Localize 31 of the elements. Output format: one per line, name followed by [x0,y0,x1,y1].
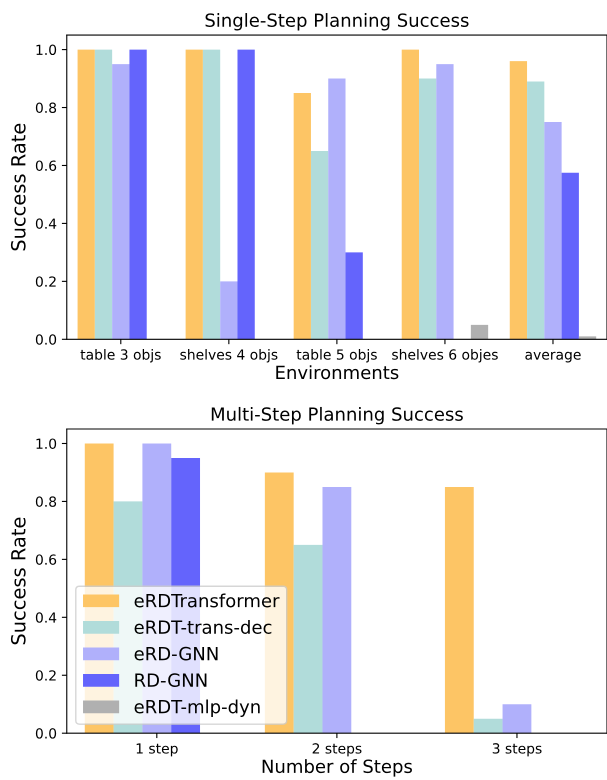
x-tick-label: shelves 6 objes [392,349,498,362]
x-tick-label: average [525,352,581,362]
x-tick-label: table 5 objs [296,349,377,362]
chart-title: Single-Step Planning Success [206,13,469,31]
x-axis-title: Number of Steps [262,759,412,777]
x-tick-label: 3 steps [492,743,542,756]
y-tick-label: 0.8 [36,496,56,507]
y-axis-title: Success Rate [10,518,26,644]
y-tick-label: 0.4 [36,218,56,229]
legend-label: eRDTransformer [134,593,280,608]
legend-label: eRD-GNN [134,646,218,660]
x-tick-label: 2 steps [312,743,362,756]
y-axis-title: Success Rate [10,124,26,250]
legend-label: eRDT-trans-dec [134,620,272,634]
x-tick-label: table 3 objs [80,349,161,362]
y-tick-label: 1.0 [36,44,56,56]
legend-label: eRDT-mlp-dyn [134,699,260,717]
y-tick-label: 0.0 [36,334,56,345]
x-tick-label: 1 step [136,743,178,756]
y-tick-label: 0.8 [36,102,56,114]
x-tick-label: shelves 4 objs [180,349,278,362]
y-tick-label: 0.6 [36,554,56,565]
y-tick-label: 0.4 [36,612,56,623]
y-tick-label: 0.2 [36,276,56,287]
y-tick-label: 0.0 [36,728,56,739]
legend-label: RD-GNN [135,673,206,687]
chart-title: Multi-Step Planning Success [212,406,463,424]
y-tick-label: 0.6 [36,160,56,171]
y-tick-label: 0.2 [36,670,56,681]
x-axis-title: Environments [276,365,398,380]
y-tick-label: 1.0 [36,438,56,449]
